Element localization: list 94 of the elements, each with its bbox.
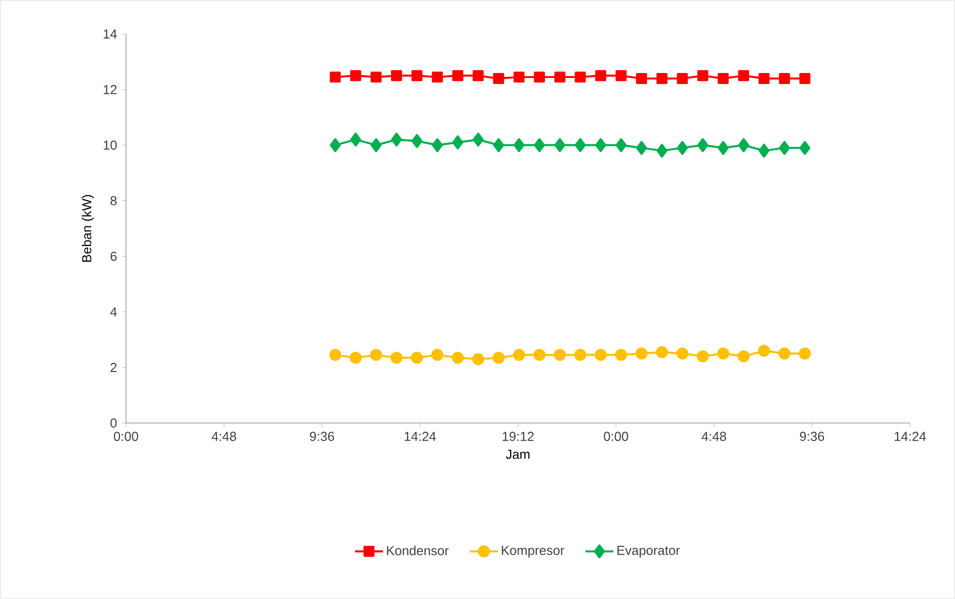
- x-tick-label: 4:48: [212, 432, 236, 441]
- point: [533, 348, 546, 361]
- x-tick-label: 14:24: [404, 432, 436, 441]
- point: [778, 140, 790, 155]
- point: [410, 352, 423, 364]
- point: [554, 72, 566, 83]
- point: [411, 70, 422, 82]
- point: [616, 70, 627, 82]
- point: [330, 72, 341, 83]
- point: [697, 138, 708, 152]
- point: [350, 352, 362, 364]
- point: [676, 348, 688, 360]
- point: [656, 346, 668, 358]
- point: [656, 72, 668, 84]
- point: [718, 72, 729, 84]
- point: [676, 72, 688, 84]
- point: [514, 138, 525, 152]
- point: [594, 348, 607, 361]
- point: [472, 353, 484, 366]
- point: [697, 70, 708, 82]
- point: [452, 70, 464, 82]
- x-axis-title: Jam: [506, 450, 530, 459]
- legend-label: Evaporator: [617, 546, 680, 558]
- y-tick-label: 6: [110, 252, 117, 261]
- point: [493, 72, 504, 84]
- y-tick-label: 0: [110, 418, 117, 428]
- y-tick-label: 12: [104, 85, 117, 94]
- point: [492, 352, 505, 364]
- x-tick-label: 4:48: [702, 432, 726, 441]
- y-tick-label: 8: [110, 196, 117, 206]
- point: [636, 72, 648, 84]
- point: [799, 72, 810, 84]
- point: [758, 344, 770, 357]
- point: [696, 350, 709, 362]
- point: [799, 140, 810, 155]
- x-tick-label: 9:36: [800, 432, 824, 441]
- point: [370, 72, 382, 83]
- y-tick-label: 2: [110, 362, 117, 372]
- point: [390, 352, 403, 364]
- point: [758, 72, 770, 84]
- point: [411, 134, 422, 148]
- point: [534, 72, 545, 83]
- point: [431, 348, 444, 361]
- point: [493, 138, 504, 152]
- y-tick-label: 10: [104, 140, 117, 150]
- x-tick-label: 0:00: [114, 432, 138, 441]
- point: [452, 352, 464, 364]
- point: [534, 138, 545, 152]
- point: [595, 138, 606, 152]
- point: [370, 348, 382, 361]
- point: [778, 72, 790, 84]
- legend-label: Kompresor: [502, 546, 564, 558]
- point: [472, 70, 484, 82]
- point: [574, 138, 586, 152]
- point: [370, 138, 382, 152]
- point: [595, 70, 606, 82]
- point: [574, 72, 586, 83]
- point: [758, 144, 770, 158]
- point: [616, 138, 627, 152]
- point: [738, 350, 750, 362]
- point: [717, 348, 730, 360]
- point: [738, 70, 750, 82]
- point: [513, 348, 526, 361]
- y-axis-title: Beban (kW): [82, 195, 94, 262]
- point: [676, 140, 688, 155]
- point: [656, 144, 668, 158]
- point: [391, 132, 402, 147]
- legend-label: Kondensor: [387, 546, 449, 556]
- x-tick-label: 14:24: [894, 432, 926, 441]
- x-tick-label: 0:00: [604, 432, 628, 441]
- point: [738, 138, 750, 152]
- y-tick-label: 14: [104, 30, 117, 38]
- point: [636, 140, 648, 155]
- point: [514, 72, 525, 83]
- point: [615, 348, 628, 361]
- point: [391, 70, 402, 82]
- y-tick-label: 4: [110, 307, 117, 316]
- point: [432, 138, 443, 152]
- point: [350, 132, 362, 147]
- point: [778, 348, 790, 360]
- point: [554, 348, 566, 361]
- point: [329, 348, 342, 361]
- point: [472, 132, 484, 147]
- point: [452, 135, 464, 150]
- point: [330, 138, 341, 152]
- point: [554, 138, 566, 152]
- x-tick-label: 19:12: [502, 432, 534, 441]
- point: [798, 348, 811, 360]
- point: [350, 70, 362, 82]
- point: [574, 348, 586, 361]
- point: [718, 140, 729, 155]
- point: [432, 72, 443, 83]
- point: [636, 348, 648, 360]
- x-tick-label: 9:36: [310, 432, 334, 441]
